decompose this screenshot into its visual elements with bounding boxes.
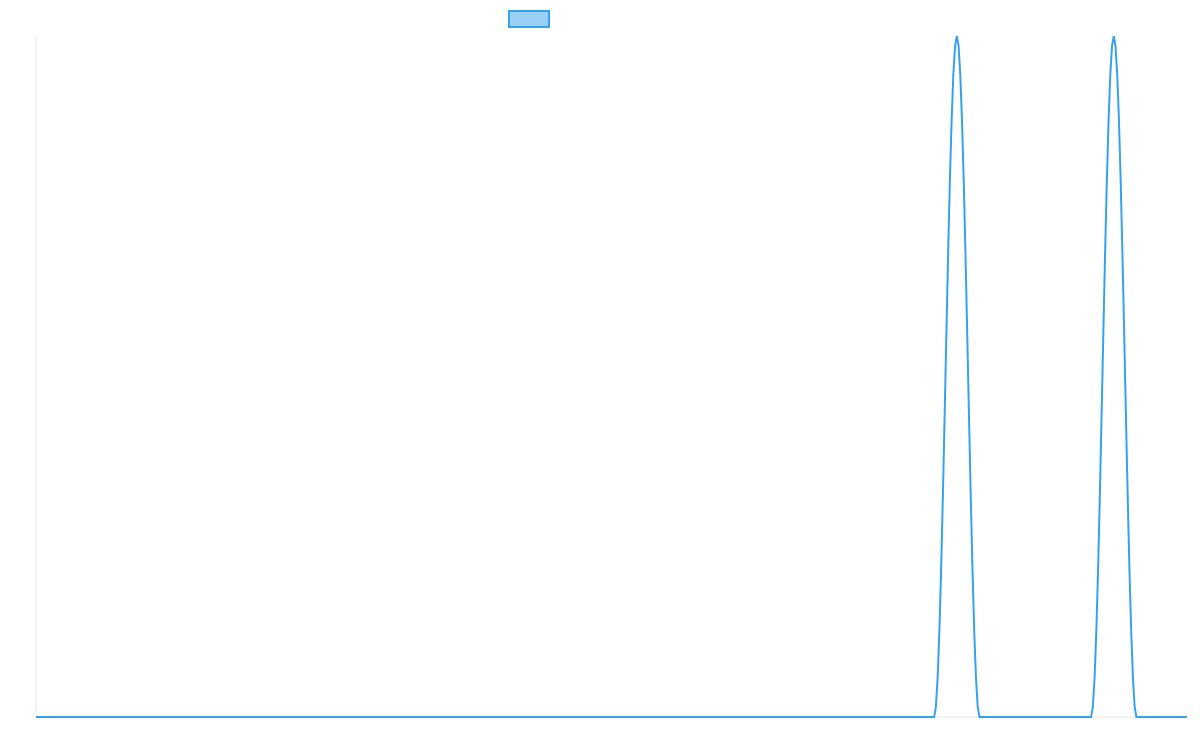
legend-swatch[interactable] [508,10,550,28]
series-line [36,35,1187,718]
